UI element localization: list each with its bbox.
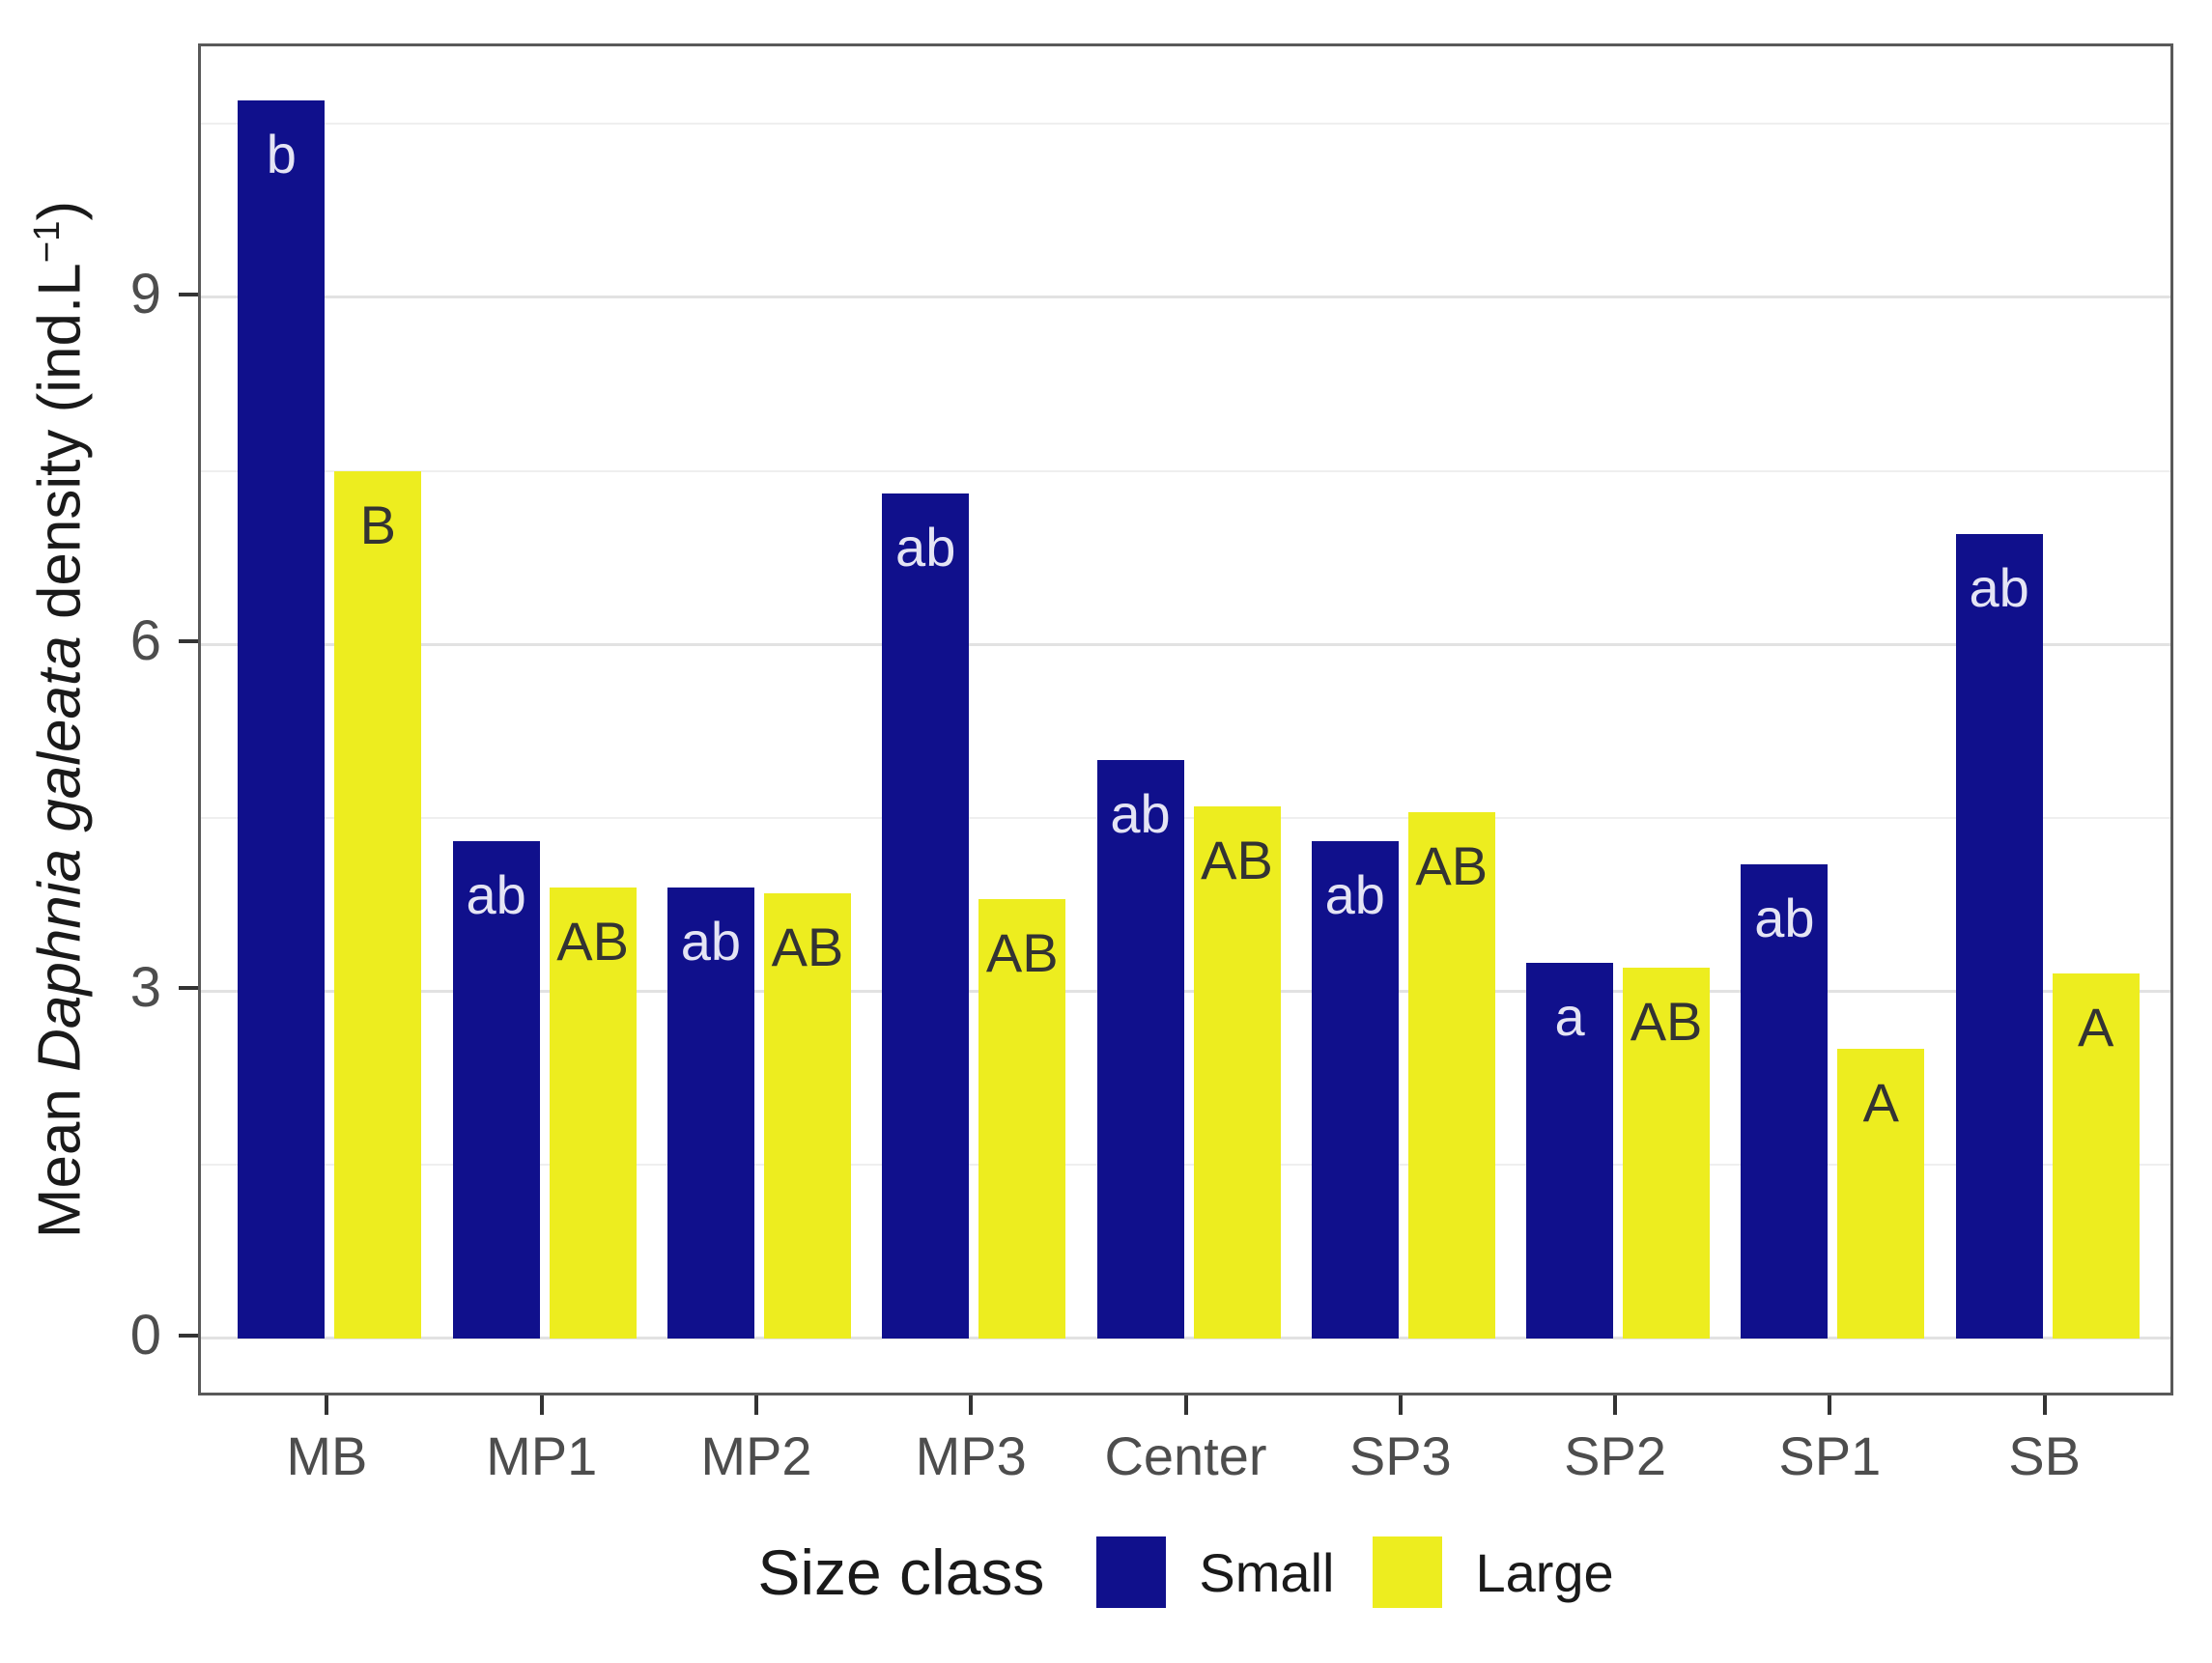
bar-large-mb <box>334 470 422 1339</box>
bar-small-mp1 <box>452 840 540 1339</box>
significance-letter: a <box>1554 985 1585 1047</box>
bar-small-mp3 <box>882 493 970 1339</box>
gridline-major <box>201 296 2170 299</box>
y-tick-label: 3 <box>129 956 161 1020</box>
significance-letter: B <box>359 493 397 555</box>
significance-letter: b <box>266 124 297 185</box>
significance-letter: A <box>2077 997 2114 1058</box>
x-tick-label-sp1: SP1 <box>1778 1425 1882 1486</box>
bar-large-mp2 <box>763 892 851 1339</box>
bar-large-sp1 <box>1837 1049 1925 1339</box>
significance-letter: ab <box>895 517 956 578</box>
bar-small-sp3 <box>1311 840 1399 1339</box>
y-title-suffix: ) <box>26 200 94 221</box>
y-tick-label: 0 <box>129 1303 161 1367</box>
x-tick-label-sp3: SP3 <box>1348 1425 1452 1486</box>
significance-letter: ab <box>680 910 742 972</box>
x-tick-mark <box>1828 1395 1832 1415</box>
y-title-prefix: Mean <box>26 1071 94 1239</box>
x-tick-label-mp1: MP1 <box>486 1425 598 1486</box>
y-tick-label: 9 <box>129 262 161 325</box>
y-title-species-italic: Daphnia galeata <box>26 635 94 1072</box>
legend-item-large: Large <box>1373 1536 1614 1608</box>
gridline-minor <box>201 123 2170 126</box>
legend-swatch-large <box>1373 1536 1443 1608</box>
y-tick-mark <box>179 639 198 644</box>
bar-large-mp1 <box>549 887 637 1339</box>
gridline-major <box>201 642 2170 646</box>
significance-letter: AB <box>1630 991 1703 1053</box>
x-tick-label-sb: SB <box>2008 1425 2081 1486</box>
significance-letter: AB <box>1201 829 1273 890</box>
y-tick-mark <box>179 292 198 296</box>
bar-large-center <box>1193 805 1281 1339</box>
x-tick-mark <box>969 1395 974 1415</box>
y-tick-label: 6 <box>129 609 161 673</box>
bar-large-sp2 <box>1623 968 1711 1339</box>
legend-label: Large <box>1475 1541 1614 1603</box>
legend-title: Size class <box>757 1536 1045 1608</box>
significance-letter: ab <box>1324 863 1385 925</box>
bar-small-sp2 <box>1526 962 1614 1339</box>
y-tick-mark <box>179 1333 198 1338</box>
y-axis-title: Mean Daphnia galeata density (ind.L−1) <box>26 201 95 1238</box>
gridline-minor <box>201 1164 2170 1167</box>
bar-small-mp2 <box>666 887 754 1339</box>
x-tick-label-sp2: SP2 <box>1564 1425 1666 1486</box>
gridline-major <box>201 1337 2170 1340</box>
significance-letter: ab <box>466 863 526 925</box>
significance-letter: AB <box>771 916 844 977</box>
gridline-minor <box>201 469 2170 472</box>
x-tick-mark <box>325 1395 329 1415</box>
significance-letter: AB <box>556 910 629 972</box>
y-title-superscript: −1 <box>25 220 68 264</box>
bar-small-mb <box>238 100 326 1339</box>
x-tick-mark <box>539 1395 544 1415</box>
bar-small-sb <box>1955 534 2043 1339</box>
legend-item-small: Small <box>1096 1536 1334 1608</box>
x-tick-mark <box>753 1395 758 1415</box>
significance-letter: AB <box>1415 834 1489 896</box>
bar-large-sb <box>2052 973 2140 1339</box>
bar-large-mp3 <box>978 898 1066 1339</box>
significance-letter: ab <box>1754 887 1815 948</box>
x-tick-label-mb: MB <box>286 1425 368 1486</box>
x-tick-label-mp3: MP3 <box>915 1425 1027 1486</box>
significance-letter: ab <box>1969 557 2029 619</box>
bar-large-sp3 <box>1407 811 1495 1339</box>
x-tick-label-mp2: MP2 <box>700 1425 812 1486</box>
gridline-minor <box>201 816 2170 819</box>
bar-small-center <box>1096 759 1184 1339</box>
legend-swatch-small <box>1096 1536 1167 1608</box>
x-tick-mark <box>1398 1395 1403 1415</box>
bar-small-sp1 <box>1741 863 1829 1339</box>
significance-letter: AB <box>985 921 1059 983</box>
x-tick-mark <box>2042 1395 2047 1415</box>
legend-label: Small <box>1199 1541 1335 1603</box>
y-tick-mark <box>179 986 198 991</box>
x-tick-label-center: Center <box>1104 1425 1267 1486</box>
significance-letter: ab <box>1110 782 1171 844</box>
significance-letter: A <box>1862 1072 1900 1134</box>
gridline-major <box>201 989 2170 993</box>
x-tick-mark <box>1183 1395 1188 1415</box>
x-tick-mark <box>1613 1395 1618 1415</box>
legend: Size class Small Large <box>198 1514 2173 1630</box>
y-title-middle: density (ind.L <box>26 263 94 636</box>
